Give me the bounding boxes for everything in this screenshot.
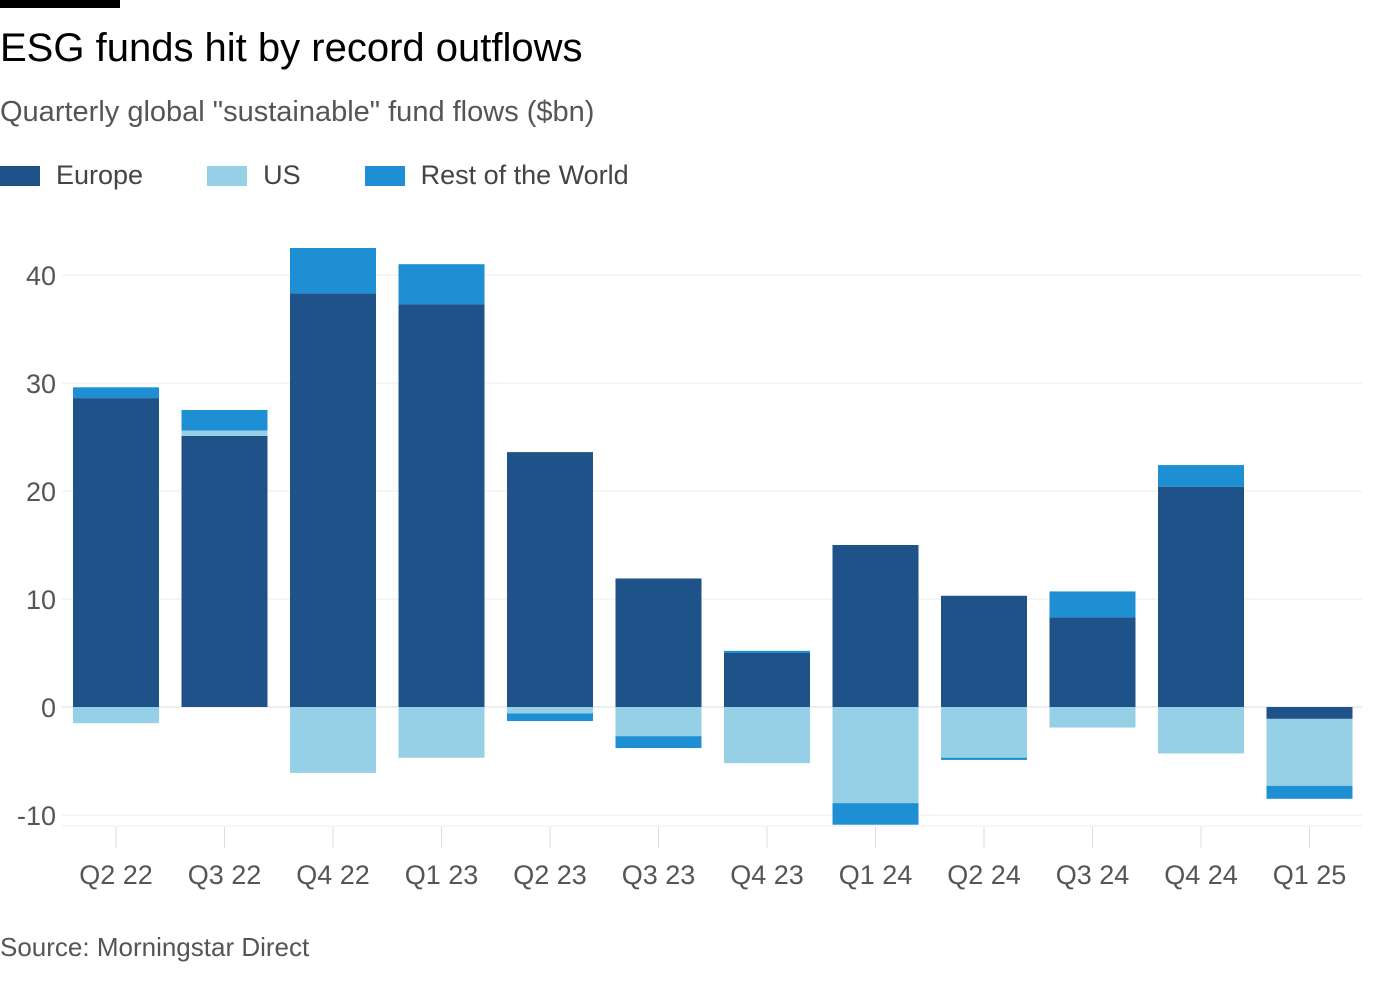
y-tick-label: 20: [26, 477, 56, 507]
x-tick-label: Q3 23: [622, 860, 696, 890]
bar-europe: [724, 653, 810, 707]
x-tick-label: Q3 22: [188, 860, 262, 890]
x-tick-label: Q4 23: [730, 860, 804, 890]
bar-rest-of-the-world: [832, 803, 919, 825]
bar-europe: [398, 304, 485, 707]
bar-europe: [1158, 486, 1244, 707]
y-tick-label: 10: [26, 585, 56, 615]
legend-swatch: [207, 165, 248, 186]
x-tick-label: Q1 23: [405, 860, 479, 890]
x-tick-label: Q1 25: [1273, 860, 1347, 890]
bar-europe: [1266, 707, 1353, 719]
x-tick-label: Q3 24: [1056, 860, 1130, 890]
bar-europe: [941, 595, 1027, 707]
bar-rest-of-the-world: [181, 410, 268, 431]
bar-rest-of-the-world: [73, 387, 159, 399]
legend-label: Europe: [56, 160, 144, 190]
bar-us: [724, 707, 810, 764]
bar-us: [832, 707, 919, 804]
legend-item-us: US: [207, 160, 301, 191]
legend-swatch: [364, 165, 405, 186]
brand-bar: [0, 0, 120, 8]
x-tick-label: Q2 22: [79, 860, 153, 890]
y-tick-label: 30: [26, 369, 56, 399]
x-tick-label: Q1 24: [839, 860, 913, 890]
bar-rest-of-the-world: [507, 713, 593, 722]
bar-us: [1158, 707, 1244, 754]
bar-rest-of-the-world: [1158, 465, 1244, 487]
bar-rest-of-the-world: [615, 736, 702, 749]
source-note: Source: Morningstar Direct: [0, 932, 310, 962]
bar-europe: [290, 293, 376, 707]
bar-europe: [1049, 617, 1136, 707]
bar-us: [1266, 718, 1353, 786]
chart-title: ESG funds hit by record outflows: [0, 26, 583, 70]
y-tick-label: 40: [26, 261, 56, 291]
x-tick-label: Q2 24: [947, 860, 1021, 890]
bar-us: [290, 707, 376, 773]
chart-subtitle: Quarterly global "sustainable" fund flow…: [0, 96, 595, 128]
bar-rest-of-the-world: [1049, 591, 1136, 618]
bar-europe: [615, 578, 702, 707]
bar-rest-of-the-world: [724, 650, 810, 653]
bar-rest-of-the-world: [398, 264, 485, 305]
bar-rest-of-the-world: [941, 757, 1027, 760]
bar-us: [398, 707, 485, 758]
legend: Europe US Rest of the World: [0, 160, 693, 191]
bar-europe: [832, 545, 919, 707]
legend-swatch: [0, 165, 40, 186]
bar-us: [615, 707, 702, 737]
bar-europe: [181, 435, 268, 707]
bar-us: [941, 707, 1027, 758]
bar-us: [181, 430, 268, 436]
bars: [73, 248, 1353, 825]
bar-rest-of-the-world: [1266, 785, 1353, 799]
x-tick-label: Q4 24: [1164, 860, 1238, 890]
bar-us: [1049, 707, 1136, 728]
y-tick-label: 0: [41, 693, 56, 723]
bar-us: [73, 707, 159, 724]
legend-label: US: [263, 160, 301, 190]
legend-label: Rest of the World: [420, 160, 629, 190]
bar-rest-of-the-world: [290, 248, 376, 294]
x-tick-label: Q4 22: [296, 860, 370, 890]
legend-item-rest-of-world: Rest of the World: [364, 160, 629, 191]
legend-item-europe: Europe: [0, 160, 143, 191]
y-tick-label: -10: [17, 801, 56, 831]
bar-us: [507, 707, 593, 714]
bar-europe: [73, 398, 159, 707]
bar-europe: [507, 452, 593, 707]
x-tick-label: Q2 23: [513, 860, 587, 890]
